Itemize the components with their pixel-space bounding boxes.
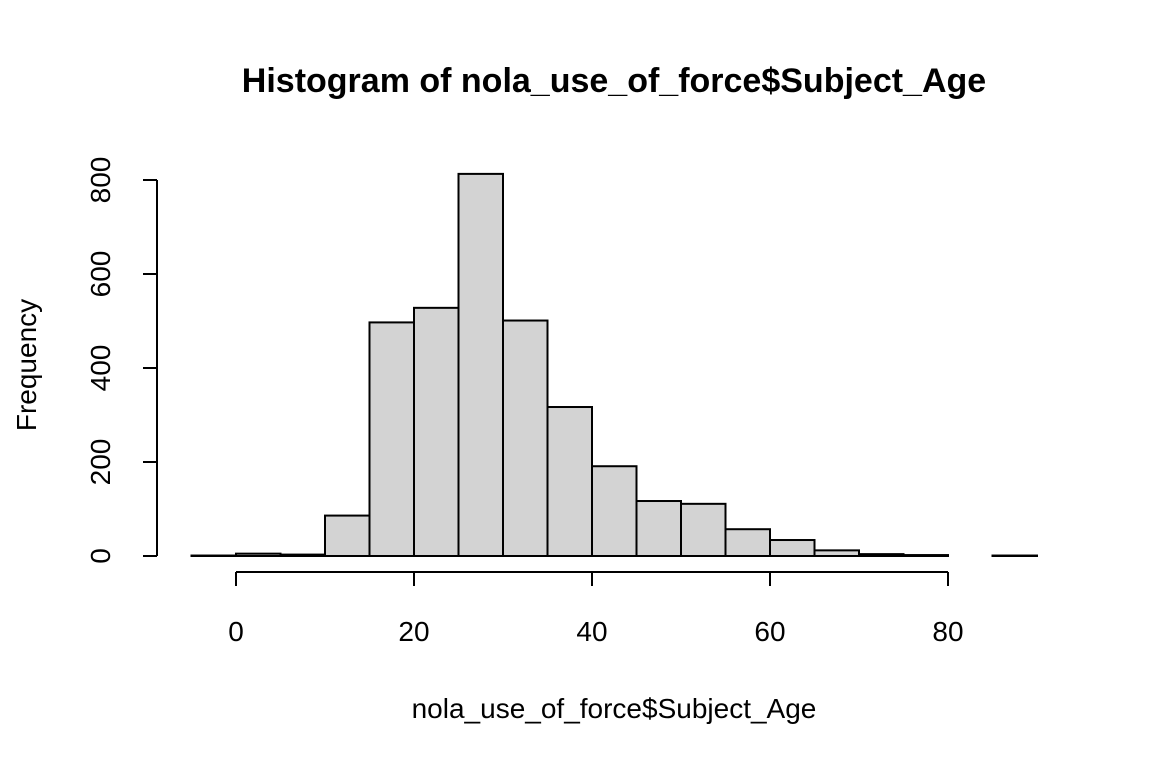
y-tick-label: 0 [85, 548, 116, 564]
x-tick-label: 20 [398, 616, 429, 647]
histogram-bar [324, 514, 371, 558]
y-axis-label: Frequency [11, 299, 42, 431]
x-tick-label: 60 [754, 616, 785, 647]
histogram-bar [635, 500, 682, 558]
x-tick-label: 40 [576, 616, 607, 647]
histogram-bar [902, 554, 949, 557]
y-tick-label: 400 [85, 345, 116, 392]
x-tick-label: 0 [228, 616, 244, 647]
histogram-bar [680, 502, 727, 557]
histogram-bar [858, 553, 905, 557]
histogram-bar [457, 172, 504, 557]
chart-title: Histogram of nola_use_of_force$Subject_A… [242, 62, 986, 100]
bars-group [190, 172, 1038, 558]
histogram-bar [235, 552, 282, 558]
y-tick-label: 200 [85, 439, 116, 486]
x-axis-label: nola_use_of_force$Subject_Age [412, 693, 817, 724]
histogram-bar [724, 528, 771, 558]
x-tick-label: 80 [932, 616, 963, 647]
histogram-bar [769, 539, 816, 558]
x-axis: 0 20 40 60 80 [228, 571, 964, 647]
histogram-bar [591, 465, 638, 558]
histogram-bar [813, 549, 860, 557]
y-axis: 0 200 400 600 800 [85, 157, 158, 564]
histogram-bar [502, 319, 549, 557]
histogram-bar [546, 406, 593, 558]
y-tick-label: 800 [85, 157, 116, 204]
histogram-bar [413, 306, 460, 557]
y-tick-label: 600 [85, 251, 116, 298]
histogram-bar [279, 553, 326, 558]
histogram-bar [368, 321, 415, 557]
